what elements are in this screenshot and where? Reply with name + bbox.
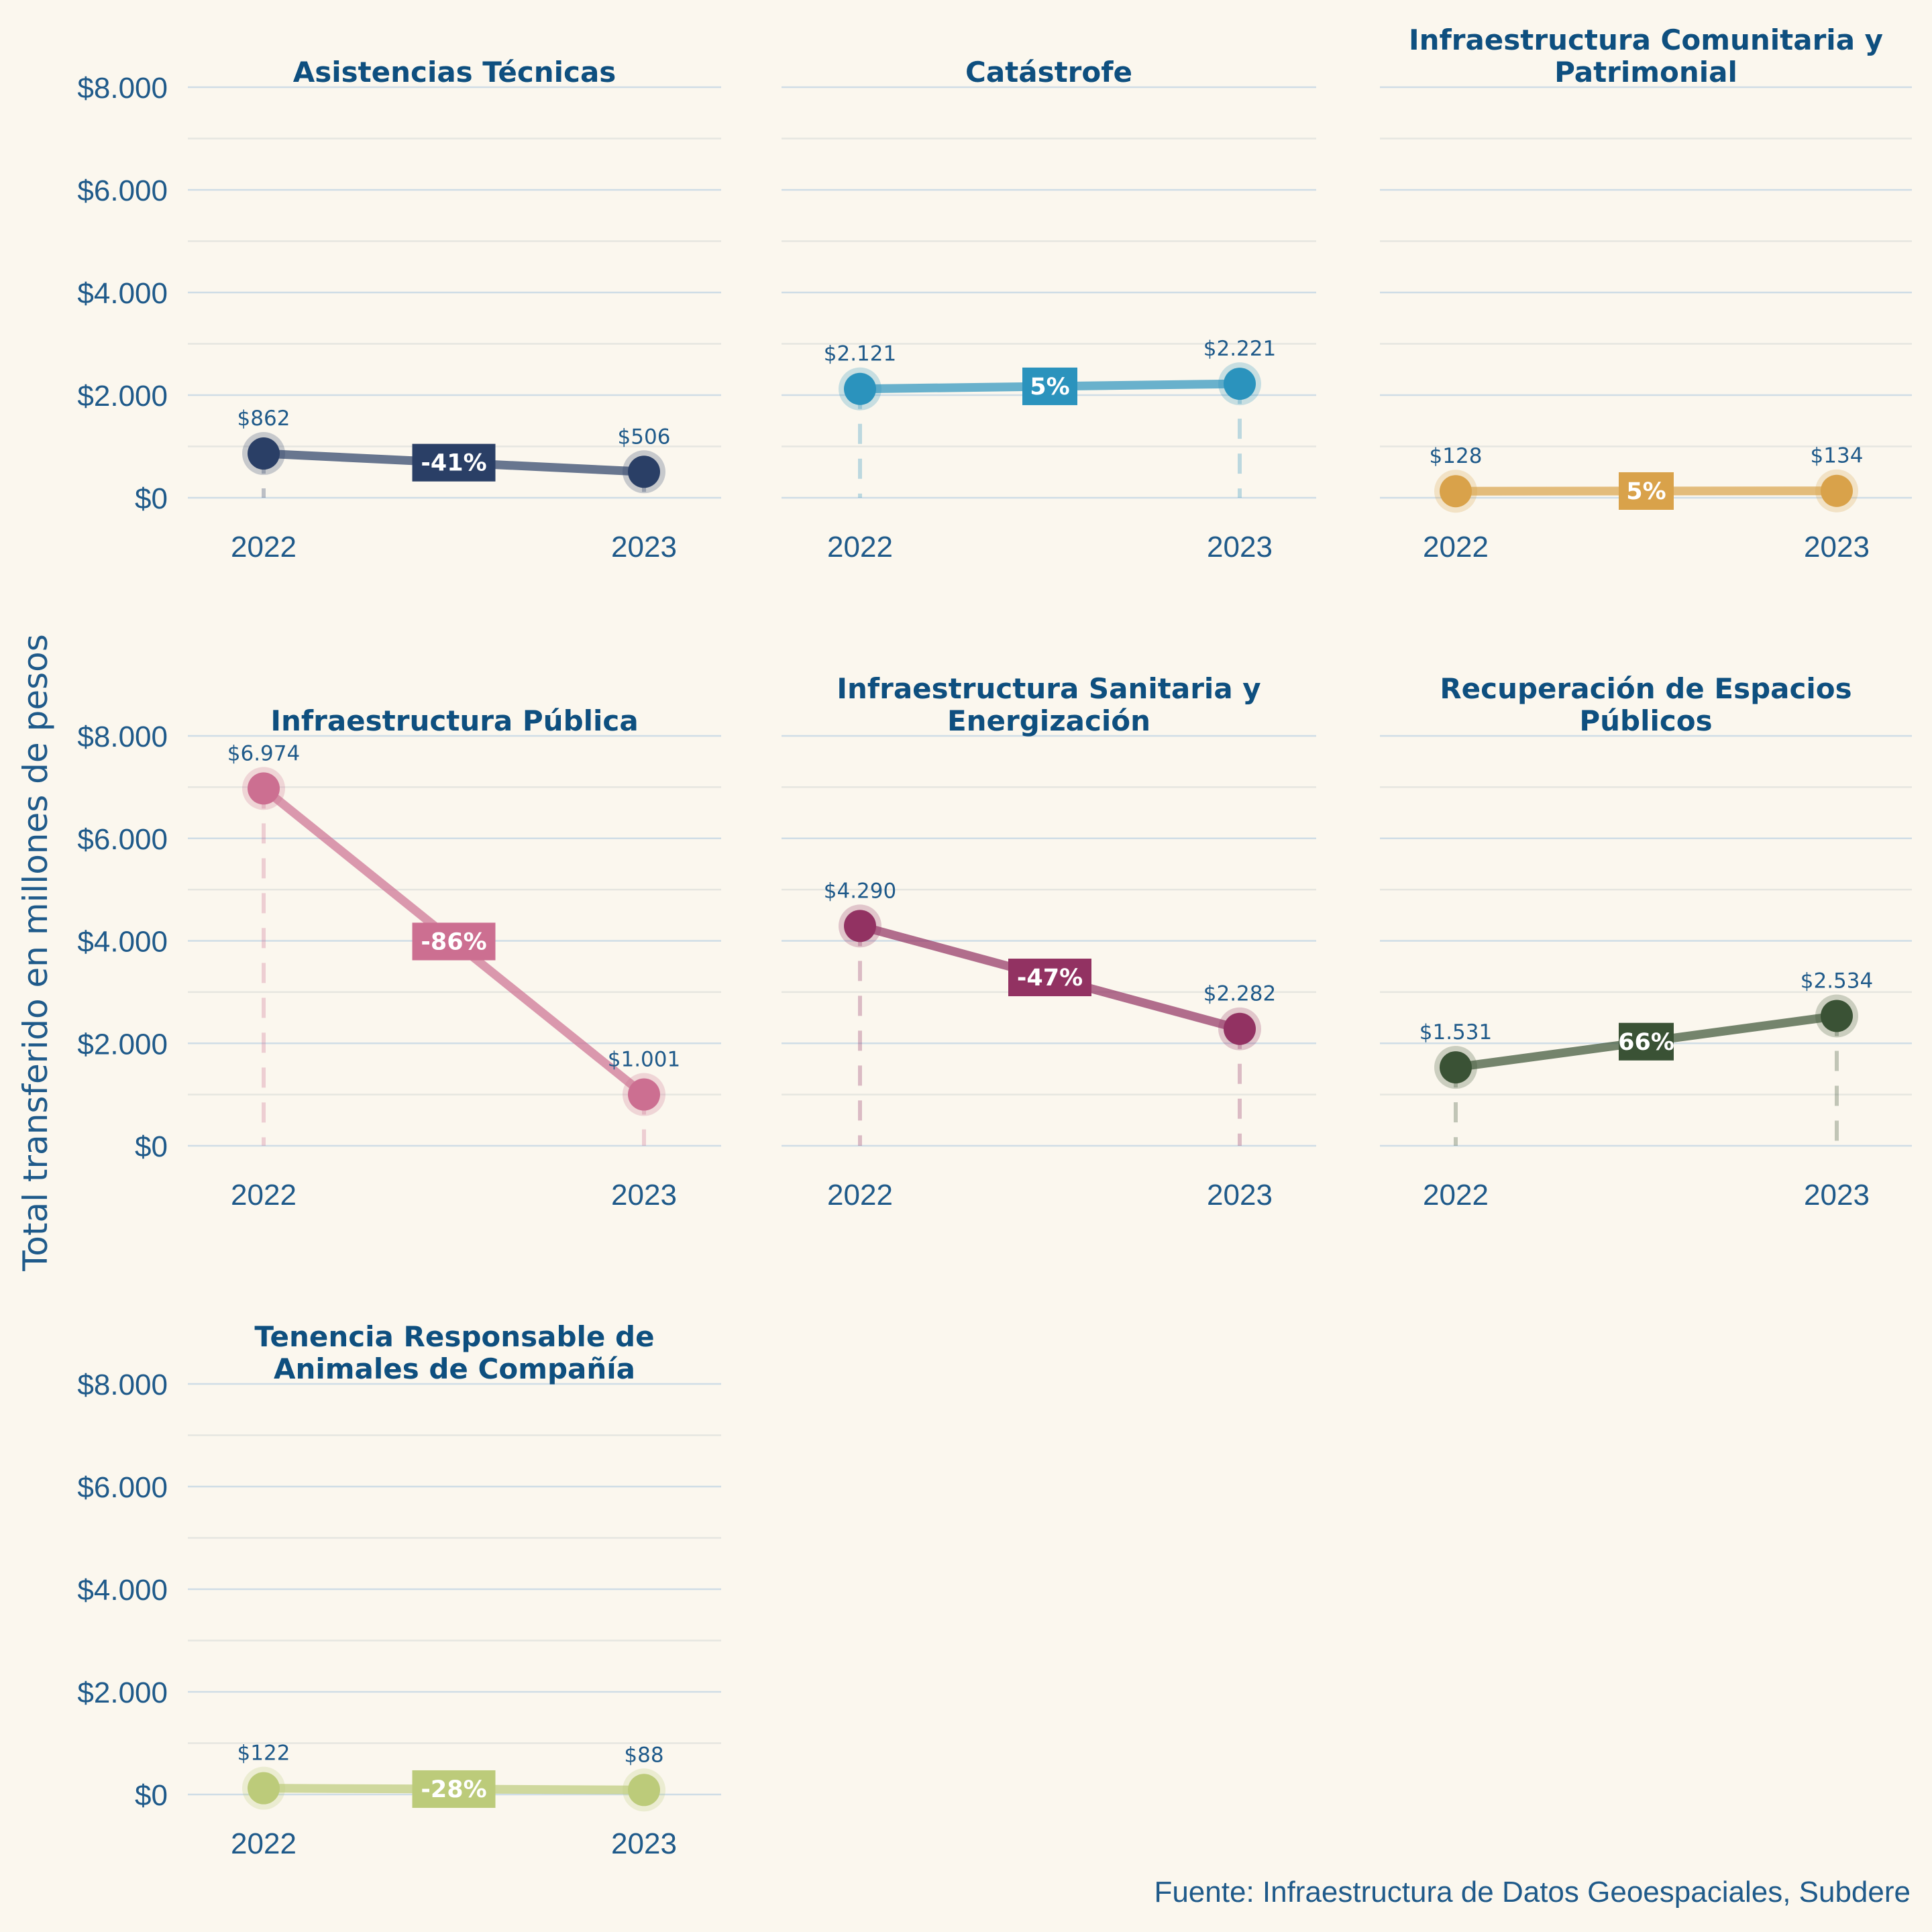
- y-tick-label: $2.000: [77, 1676, 168, 1709]
- data-label: $2.534: [1801, 969, 1873, 993]
- change-label: 5%: [1030, 374, 1069, 400]
- data-point: [628, 1774, 660, 1807]
- change-label: -47%: [1017, 965, 1083, 991]
- y-tick-label: $8.000: [77, 1368, 168, 1401]
- x-tick-label: 2023: [611, 531, 677, 564]
- data-point: [1440, 475, 1472, 508]
- y-tick-label: $2.000: [77, 380, 168, 413]
- change-badge: [1022, 367, 1077, 405]
- x-tick-label: 2023: [1804, 531, 1870, 564]
- y-tick-label: $0: [135, 1779, 168, 1812]
- change-label: -41%: [421, 450, 486, 477]
- data-label: $6.974: [227, 741, 300, 765]
- panel: Catástrofe 2022 2023 $2.121 $2.221 5%: [782, 56, 1316, 564]
- data-label: $2.282: [1203, 982, 1276, 1006]
- change-badge: [1619, 1022, 1674, 1061]
- data-label: $2.121: [824, 342, 896, 366]
- x-tick-label: 2023: [611, 1827, 677, 1860]
- panels: $0 $2.000 $4.000 $6.000 $8.000 Asistencias Té…: [77, 23, 1912, 1860]
- panel-title: Infraestructura Sanitaria y: [837, 672, 1260, 705]
- change-badge: [1008, 959, 1091, 997]
- panel-title: Animales de Compañía: [274, 1352, 635, 1385]
- data-point: [1440, 1051, 1472, 1084]
- panel-title: Recuperación de Espacios: [1440, 672, 1851, 705]
- y-tick-label: $6.000: [77, 1471, 168, 1504]
- y-tick-label: $0: [135, 482, 168, 515]
- panel-title: Catástrofe: [965, 56, 1132, 89]
- data-point: [248, 437, 280, 470]
- data-label: $2.221: [1203, 337, 1276, 361]
- data-point: [248, 1772, 280, 1805]
- panel-title: Públicos: [1579, 704, 1712, 737]
- y-tick-label: $0: [135, 1130, 168, 1163]
- y-tick-label: $8.000: [77, 72, 168, 105]
- data-point: [844, 372, 876, 405]
- x-tick-label: 2022: [1423, 1179, 1489, 1212]
- data-label: $122: [237, 1741, 290, 1766]
- y-tick-label: $4.000: [77, 926, 168, 959]
- data-label: $1.531: [1419, 1020, 1492, 1044]
- y-axis-label: Total transferido en millones de pesos: [16, 634, 55, 1272]
- change-label: -86%: [421, 928, 486, 955]
- y-tick-label: $6.000: [77, 174, 168, 207]
- panel-title: Asistencias Técnicas: [293, 56, 616, 89]
- x-tick-label: 2022: [231, 531, 297, 564]
- change-badge: [412, 443, 496, 482]
- data-label: $128: [1430, 444, 1483, 468]
- x-tick-label: 2022: [231, 1179, 297, 1212]
- data-point: [1821, 1000, 1853, 1032]
- change-badge: [1619, 472, 1674, 510]
- data-label: $88: [624, 1743, 663, 1767]
- change-badge: [412, 922, 496, 961]
- data-point: [628, 1078, 660, 1111]
- data-point: [248, 772, 280, 805]
- y-tick-label: $4.000: [77, 277, 168, 310]
- x-tick-label: 2022: [827, 531, 893, 564]
- x-tick-label: 2022: [231, 1827, 297, 1860]
- panel-title: Infraestructura Comunitaria y: [1409, 23, 1883, 56]
- data-label: $134: [1811, 444, 1864, 468]
- x-tick-label: 2022: [1423, 531, 1489, 564]
- change-badge: [412, 1770, 496, 1808]
- panel: Infraestructura Comunitaria yPatrimonial…: [1380, 23, 1912, 564]
- data-point: [844, 910, 876, 943]
- panel-title: Tenencia Responsable de: [254, 1320, 654, 1353]
- data-point: [1224, 368, 1256, 400]
- y-tick-label: $8.000: [77, 720, 168, 753]
- x-tick-label: 2023: [1207, 1179, 1273, 1212]
- panel-title: Infraestructura Pública: [270, 704, 638, 737]
- panel: $0 $2.000 $4.000 $6.000 $8.000 Asistencias Té…: [77, 56, 721, 564]
- y-tick-label: $4.000: [77, 1574, 168, 1607]
- data-label: $506: [618, 425, 671, 449]
- panel-title: Patrimonial: [1554, 56, 1737, 89]
- x-tick-label: 2023: [611, 1179, 677, 1212]
- x-tick-label: 2023: [1804, 1179, 1870, 1212]
- panel: $0 $2.000 $4.000 $6.000 $8.000 Infraestructur…: [77, 704, 721, 1212]
- data-point: [1224, 1012, 1256, 1045]
- panel: $0 $2.000 $4.000 $6.000 $8.000 Tenencia Respo…: [77, 1320, 721, 1860]
- change-label: 5%: [1626, 478, 1666, 505]
- change-label: 66%: [1618, 1029, 1674, 1056]
- data-point: [1821, 474, 1853, 507]
- panel-title: Energización: [947, 704, 1150, 737]
- data-point: [628, 455, 660, 488]
- y-tick-label: $2.000: [77, 1028, 168, 1061]
- change-label: -28%: [421, 1776, 486, 1803]
- x-tick-label: 2023: [1207, 531, 1273, 564]
- y-tick-label: $6.000: [77, 823, 168, 856]
- source-note: Fuente: Infraestructura de Datos Geoespa…: [1154, 1876, 1911, 1909]
- data-label: $1.001: [608, 1048, 680, 1072]
- data-label: $862: [237, 407, 290, 431]
- x-tick-label: 2022: [827, 1179, 893, 1212]
- data-label: $4.290: [824, 879, 896, 903]
